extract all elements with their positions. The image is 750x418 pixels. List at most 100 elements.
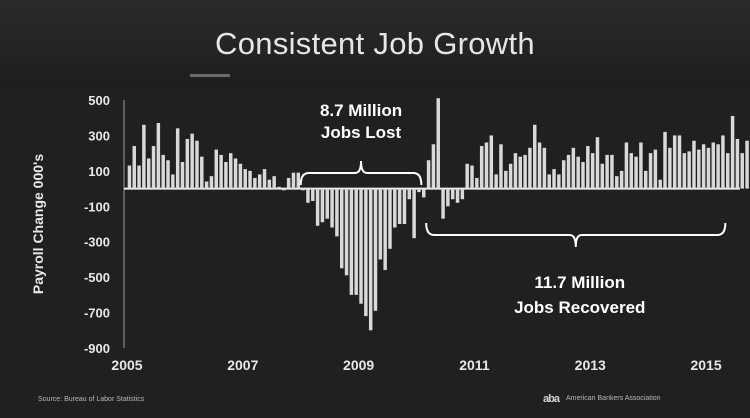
bar: [619, 170, 624, 189]
bar: [142, 124, 146, 189]
bar: [668, 147, 672, 189]
source-note: Source: Bureau of Labor Statistics: [38, 396, 145, 403]
bar: [320, 188, 325, 223]
title-divider: [190, 74, 230, 77]
bar: [253, 177, 257, 189]
bar: [436, 98, 440, 189]
bar: [219, 154, 223, 189]
title-band: Consistent Job Growth: [0, 0, 750, 88]
bar: [533, 124, 537, 189]
bar: [687, 151, 691, 189]
bar: [306, 188, 310, 203]
bar: [450, 188, 455, 200]
y-tick-label: -900: [84, 341, 110, 356]
bar: [605, 154, 609, 189]
bar: [156, 123, 161, 189]
jobs-recovered-label: Jobs Recovered: [514, 298, 645, 317]
y-tick-label: 500: [88, 93, 110, 108]
bar: [354, 188, 358, 295]
bar: [726, 153, 730, 189]
bar: [378, 188, 383, 260]
bar: [229, 153, 233, 189]
bar: [151, 146, 156, 189]
bar: [470, 165, 474, 189]
bar: [499, 144, 503, 189]
x-tick-label: 2005: [111, 357, 142, 373]
bar: [272, 176, 276, 189]
bar: [209, 176, 214, 189]
aba-logo-text: American Bankers Association: [566, 395, 661, 402]
bar: [282, 188, 286, 191]
bar: [721, 135, 725, 189]
bar: [475, 177, 479, 189]
y-tick-label: -700: [84, 306, 110, 321]
bar: [373, 188, 378, 311]
bar: [697, 149, 701, 189]
x-tick-label: 2013: [575, 357, 606, 373]
bar: [214, 149, 218, 189]
bar: [523, 154, 527, 189]
bar: [311, 188, 315, 201]
bar: [484, 142, 489, 189]
bar: [368, 188, 373, 331]
bar: [508, 163, 513, 189]
bar: [465, 163, 469, 189]
bar: [315, 188, 320, 226]
bar: [257, 174, 262, 189]
bar: [296, 172, 301, 189]
bar: [325, 188, 329, 219]
bar: [431, 144, 436, 189]
bar: [185, 138, 190, 189]
y-tick-label: 300: [88, 128, 110, 143]
bar: [571, 147, 576, 189]
bar: [692, 140, 696, 189]
bar: [267, 179, 272, 189]
bar: [407, 188, 412, 200]
bar: [745, 140, 749, 189]
bar: [455, 188, 460, 203]
aba-logo-icon: aba: [543, 393, 560, 405]
bar: [682, 153, 687, 189]
bar: [146, 158, 151, 189]
bar: [590, 153, 595, 189]
bar: [200, 156, 204, 189]
bar: [600, 163, 605, 189]
bar: [528, 147, 532, 189]
bar: [137, 165, 141, 189]
bar: [624, 142, 629, 189]
jobs-lost-bracket: [299, 160, 423, 186]
bar: [595, 137, 600, 189]
bar: [417, 188, 421, 193]
bar: [610, 154, 614, 189]
bar: [388, 188, 392, 249]
bar: [248, 170, 252, 189]
x-tick-label: 2011: [459, 357, 490, 373]
bar: [629, 153, 633, 189]
bar: [576, 156, 580, 189]
y-tick-label: -300: [84, 235, 110, 250]
bar: [479, 146, 484, 189]
bar: [301, 188, 305, 191]
bar: [204, 181, 209, 189]
bar: [542, 147, 547, 189]
bar: [547, 174, 551, 189]
bar: [412, 188, 416, 239]
bar: [716, 144, 720, 189]
bar: [277, 186, 281, 189]
bar: [195, 140, 199, 189]
bar: [161, 154, 165, 189]
bar: [171, 174, 175, 189]
jobs-lost-label: 8.7 Million: [320, 101, 402, 120]
jobs-recovered-label: 11.7 Million: [534, 273, 625, 292]
y-tick-label: 100: [88, 164, 110, 179]
bar: [243, 169, 247, 189]
bar: [233, 158, 238, 189]
bar: [489, 135, 494, 189]
bar: [740, 153, 744, 189]
bar: [730, 115, 735, 189]
bar: [383, 188, 387, 271]
bar: [504, 170, 508, 189]
bar: [658, 179, 662, 189]
bar: [494, 174, 498, 189]
bar: [672, 135, 677, 189]
